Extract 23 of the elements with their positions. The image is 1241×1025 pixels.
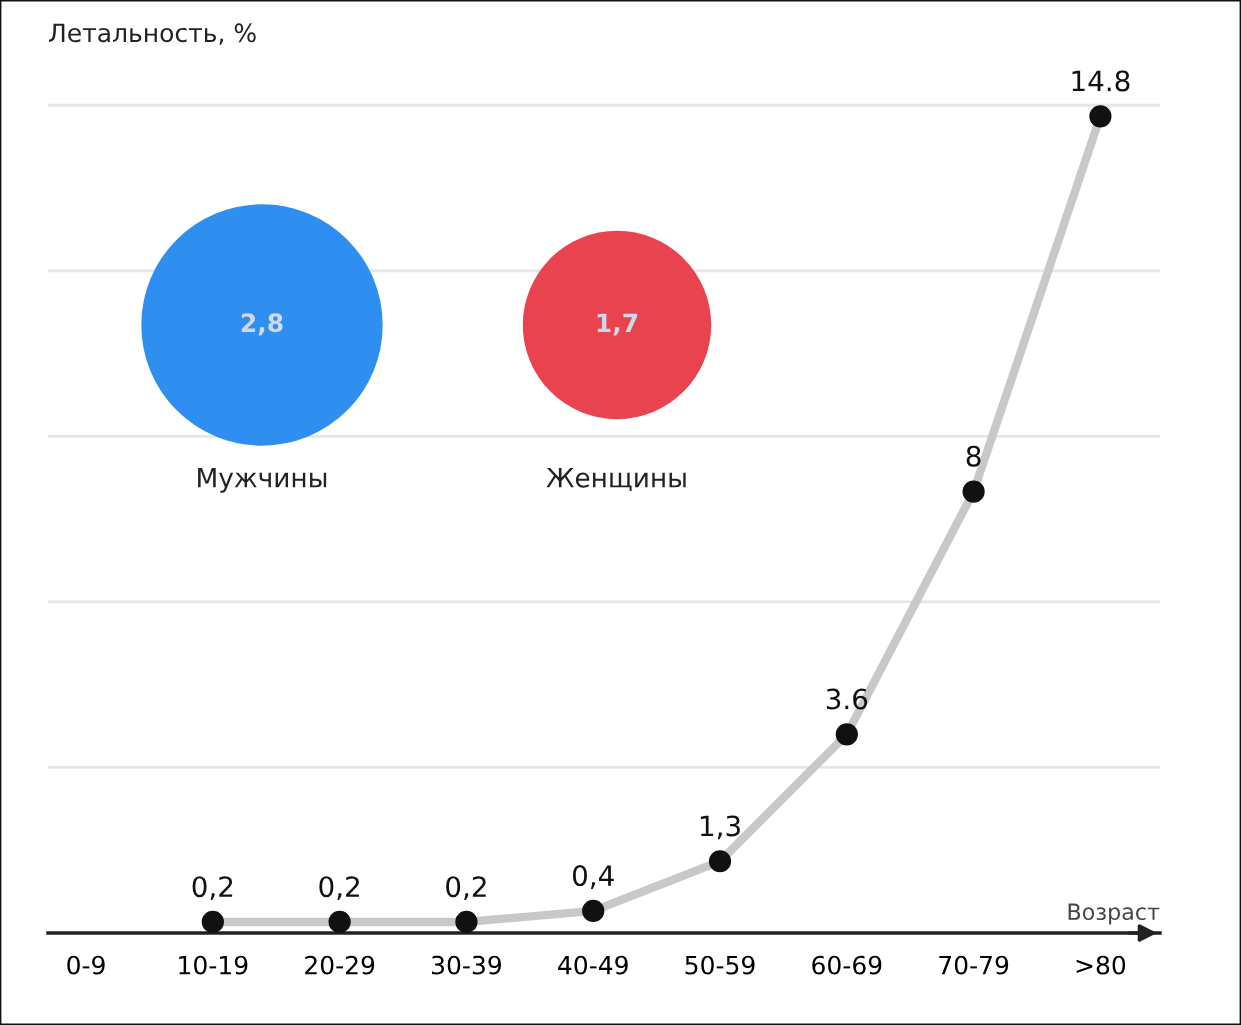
y-axis-title: Летальность, %	[49, 23, 256, 45]
data-label: 0,4	[572, 865, 614, 889]
x-tick-label: 0-9	[67, 955, 105, 975]
category-label: Женщины	[546, 468, 686, 491]
data-label: 1,3	[700, 815, 740, 840]
data-label: 0,2	[192, 876, 233, 900]
x-tick-label: 60-69	[812, 955, 882, 975]
x-tick-label: 70-79	[939, 955, 1009, 975]
data-label: 14.8	[1072, 70, 1130, 92]
x-tick-label: 50-59	[685, 955, 755, 975]
category-label: Мужчины	[198, 468, 327, 493]
data-label: 2,8	[241, 313, 283, 336]
x-tick-label: 20-29	[305, 955, 375, 975]
x-axis-title: Возраст	[1068, 903, 1160, 925]
data-label: 0,2	[319, 876, 359, 900]
data-label: 8	[966, 445, 981, 467]
x-tick-label: 10-19	[179, 955, 248, 975]
x-tick-label: >80	[1076, 955, 1126, 975]
data-label: 3.6	[826, 688, 868, 710]
x-tick-label: 40-49	[558, 955, 628, 975]
data-label: 1,7	[597, 313, 638, 336]
x-tick-label: 30-39	[432, 955, 501, 975]
data-label: 0,2	[446, 876, 486, 900]
